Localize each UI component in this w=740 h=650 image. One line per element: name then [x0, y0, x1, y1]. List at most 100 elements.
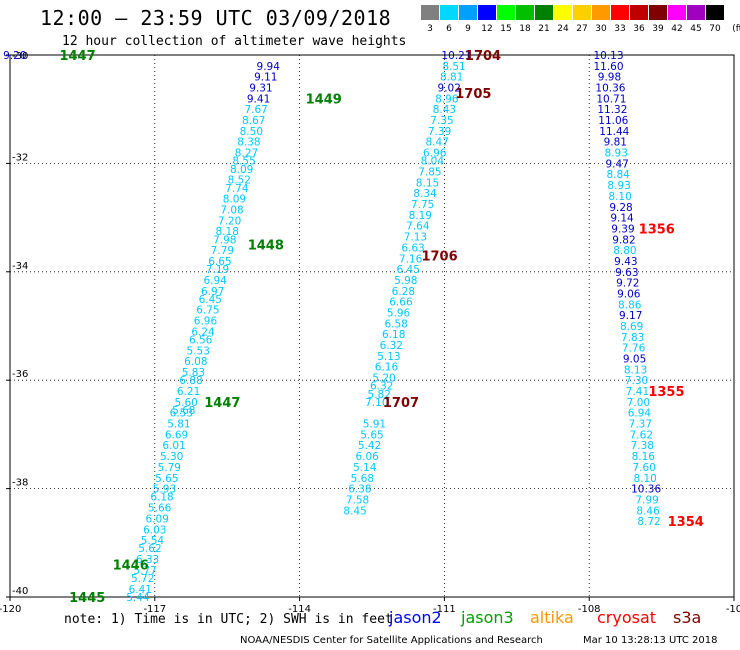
- plot-frame: [9, 54, 735, 598]
- swh-value: 8.13: [624, 364, 647, 376]
- swh-value: 6.41: [129, 584, 152, 596]
- swh-value: 5.68: [351, 473, 374, 485]
- swh-value: 10.36: [631, 484, 661, 496]
- swh-value: 6.01: [162, 440, 185, 452]
- swh-value: 8.16: [632, 451, 656, 463]
- tick-label-lon: -114: [288, 604, 311, 615]
- swh-value: 8.93: [605, 148, 628, 160]
- swh-value: 9.28: [609, 202, 632, 214]
- swh-value: 8.55: [232, 156, 255, 168]
- satellite-altika: altika: [530, 608, 574, 627]
- legend-label-18: 18: [519, 24, 531, 34]
- legend-swatch-45: [687, 5, 705, 20]
- swh-value: 5.42: [358, 440, 381, 452]
- swh-value: 6.06: [355, 451, 379, 463]
- swh-value: 7.83: [621, 332, 644, 344]
- time-label: 1448: [248, 239, 284, 254]
- swh-value: 6.08: [184, 356, 207, 368]
- legend-swatch-24: [554, 5, 572, 20]
- swh-points: 9.949.119.319.417.678.678.508.388.278.55…: [3, 50, 661, 604]
- swh-value: 6.58: [384, 318, 407, 330]
- satellite-jason3: jason3: [461, 608, 514, 627]
- swh-value: 7.75: [411, 199, 434, 211]
- tick-label-lat: -30: [12, 51, 28, 62]
- legend-label-39: 39: [652, 24, 664, 34]
- swh-value: 8.67: [242, 115, 265, 127]
- swh-value: 9.20: [3, 50, 26, 62]
- swh-value: 8.86: [618, 299, 642, 311]
- legend-swatch-3: [421, 5, 439, 20]
- swh-value: 6.18: [150, 492, 173, 504]
- swh-value: 10.13: [593, 50, 623, 62]
- swh-value: 5.79: [158, 462, 181, 474]
- swh-value: 5.13: [377, 351, 400, 363]
- legend-swatch-9: [459, 5, 477, 20]
- page-subtitle: 12 hour collection of altimeter wave hei…: [62, 34, 407, 49]
- swh-value: 8.15: [416, 177, 439, 189]
- time-label: 1446: [113, 558, 149, 573]
- swh-value: 7.58: [346, 494, 369, 506]
- swh-value: 7.67: [244, 104, 267, 116]
- swh-value: 6.94: [628, 408, 652, 420]
- swh-value: 7.74: [225, 183, 249, 195]
- tick-label-lon: -10: [726, 604, 740, 615]
- legend-swatch-6: [440, 5, 458, 20]
- footer-note: note: 1) Time is in UTC; 2) SWH is in fe…: [64, 612, 393, 627]
- swh-value: 8.10: [608, 191, 631, 203]
- swh-value: 5.20: [372, 372, 395, 384]
- swh-value: 6.75: [196, 305, 219, 317]
- legend-swatch-21: [535, 5, 553, 20]
- swh-value: 5.53: [187, 345, 210, 357]
- time-labels: 1447 1449 1448 1447 1446 1445 1704 1705 1706 1707…: [59, 49, 703, 606]
- swh-value: 7.62: [630, 429, 653, 441]
- legend-swatch-42: [668, 5, 686, 20]
- swh-value: 6.28: [392, 286, 415, 298]
- swh-value: 9.41: [247, 93, 270, 105]
- legend-swatch-36: [630, 5, 648, 20]
- swh-value: 6.09: [146, 513, 169, 525]
- swh-value: 9.98: [598, 72, 621, 84]
- tick-label-lon: -108: [578, 604, 601, 615]
- swh-value: 5.65: [360, 429, 383, 441]
- swh-value: 5.93: [153, 484, 176, 496]
- swh-value: 6.32: [370, 381, 393, 393]
- legend-label-36: 36: [633, 24, 645, 34]
- time-label: 1449: [306, 92, 342, 107]
- legend-label-3: 3: [427, 24, 433, 34]
- tick-label-lon: -120: [0, 604, 21, 615]
- swh-value: 5.68: [172, 405, 195, 417]
- swh-value: 6.97: [201, 286, 224, 298]
- swh-value: 7.98: [213, 234, 236, 246]
- legend-label-9: 9: [465, 24, 471, 34]
- satellite-jason2: jason2: [389, 608, 442, 627]
- page-title: 12:00 – 23:59 UTC 03/09/2018: [40, 6, 392, 30]
- swh-value: 10.21: [441, 50, 471, 62]
- swh-value: 7.38: [631, 440, 654, 452]
- swh-value: 6.88: [179, 375, 202, 387]
- swh-value: 5.44: [126, 592, 150, 604]
- legend-label-21: 21: [538, 24, 550, 34]
- generated-timestamp: Mar 10 13:28:13 UTC 2018: [583, 635, 718, 646]
- swh-value: 6.96: [423, 148, 447, 160]
- time-label: 1354: [668, 515, 704, 530]
- tick-label-lat: -40: [12, 586, 28, 597]
- swh-value: 6.18: [382, 329, 405, 341]
- swh-value: 5.81: [167, 419, 190, 431]
- swh-value: 9.02: [438, 83, 461, 95]
- swh-value: 6.66: [389, 297, 413, 309]
- swh-value: 7.60: [633, 462, 656, 474]
- swh-value: 7.99: [635, 494, 658, 506]
- swh-value: 7.16: [399, 253, 423, 265]
- swh-value: 11.60: [593, 61, 623, 73]
- swh-value: 5.30: [160, 451, 183, 463]
- legend-swatch-70: [706, 5, 724, 20]
- swh-value: 5.72: [131, 573, 154, 585]
- legend-swatch-18: [516, 5, 534, 20]
- swh-value: 6.33: [136, 554, 159, 566]
- swh-value: 8.18: [216, 226, 239, 238]
- time-label: 1707: [383, 396, 419, 411]
- swh-value: 7.08: [220, 204, 243, 216]
- swh-value: 6.94: [203, 275, 227, 287]
- swh-value: 9.14: [610, 213, 634, 225]
